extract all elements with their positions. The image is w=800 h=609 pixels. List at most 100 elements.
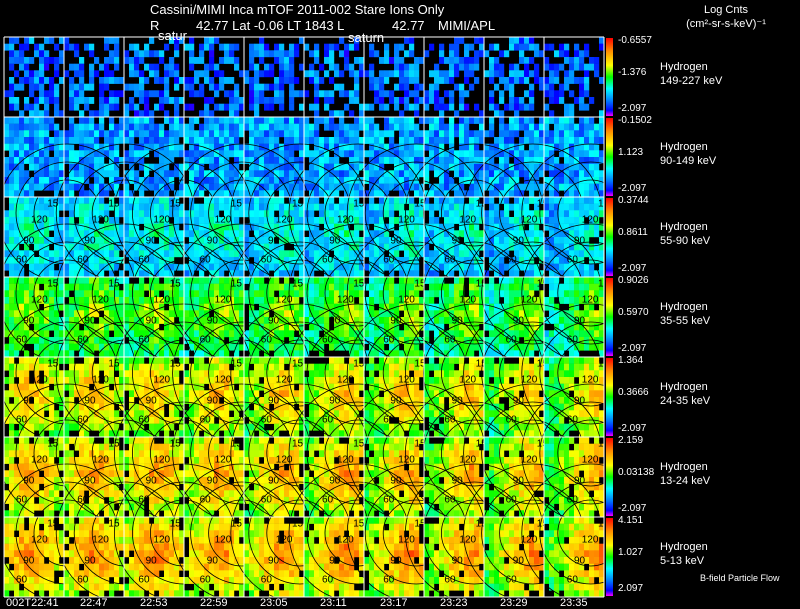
heat-cell: [9, 150, 15, 158]
heat-cell: [454, 263, 460, 271]
heat-cell: [339, 70, 345, 78]
heat-cell: [289, 323, 295, 331]
heat-cell: [289, 337, 295, 344]
heat-cell: [29, 190, 35, 198]
heat-cell: [109, 297, 115, 304]
heat-cell: [69, 197, 75, 204]
heat-cell: [559, 263, 565, 271]
heat-cell: [104, 223, 110, 231]
heat-cell: [559, 330, 565, 338]
heat-cell: [489, 330, 495, 338]
heat-cell: [254, 350, 260, 358]
heat-cell: [564, 223, 570, 231]
heat-cell: [414, 297, 420, 304]
heat-cell: [84, 197, 90, 204]
heat-cell: [484, 317, 490, 324]
heat-cell: [414, 310, 420, 318]
heat-cell: [89, 250, 95, 258]
heat-cell: [9, 77, 15, 84]
heat-cell: [34, 157, 40, 164]
heat-cell: [499, 130, 505, 138]
heat-cell: [479, 157, 485, 164]
heat-cell: [504, 297, 510, 304]
heat-cell: [124, 350, 130, 358]
heat-cell: [399, 197, 405, 204]
heat-cell: [504, 223, 510, 231]
heat-cell: [244, 70, 250, 78]
heat-cell: [64, 183, 70, 191]
heat-cell: [109, 350, 115, 358]
heat-cell: [499, 230, 505, 238]
heat-cell: [284, 210, 290, 218]
heat-cell: [169, 230, 175, 238]
heat-cell: [169, 170, 175, 178]
heat-cell: [104, 103, 110, 111]
heat-cell: [574, 43, 580, 51]
heat-cell: [469, 137, 475, 144]
heat-cell: [539, 190, 545, 198]
heat-cell: [599, 350, 605, 358]
contour-label: 90: [513, 235, 525, 246]
heat-cell: [299, 163, 305, 171]
heat-cell: [474, 343, 480, 351]
heat-cell: [159, 123, 165, 131]
heat-cell: [434, 277, 440, 284]
heat-cell: [339, 337, 345, 344]
heat-cell: [304, 123, 310, 131]
heat-cell: [359, 283, 365, 291]
heat-cell: [29, 357, 35, 364]
heat-cell: [4, 277, 10, 284]
heat-cell: [534, 63, 540, 71]
heat-cell: [154, 283, 160, 291]
heat-cell: [364, 203, 370, 211]
heat-cell: [534, 270, 540, 278]
heat-cell: [584, 270, 590, 278]
heat-cell: [264, 343, 270, 351]
heat-cell: [599, 237, 605, 244]
heat-cell: [99, 177, 105, 184]
heat-cell: [144, 150, 150, 158]
heat-cell: [154, 163, 160, 171]
heat-cell: [259, 137, 265, 144]
heat-cell: [259, 337, 265, 344]
heat-cell: [24, 57, 30, 64]
heat-cell: [234, 217, 240, 224]
heat-cell: [489, 77, 495, 84]
heat-cell: [394, 350, 400, 358]
heat-cell: [554, 323, 560, 331]
heat-cell: [49, 370, 55, 378]
heat-cell: [89, 190, 95, 198]
heat-cell: [419, 163, 425, 171]
heat-cell: [509, 83, 515, 91]
heat-cell: [364, 223, 370, 231]
heat-cell: [599, 263, 605, 271]
heat-cell: [414, 83, 420, 91]
heat-cell: [314, 117, 320, 124]
heat-cell: [524, 210, 530, 218]
heat-cell: [134, 70, 140, 78]
heat-cell: [394, 50, 400, 58]
heat-cell: [559, 170, 565, 178]
heat-cell: [384, 123, 390, 131]
heat-cell: [434, 97, 440, 104]
heat-cell: [424, 97, 430, 104]
heat-cell: [29, 363, 35, 371]
heat-cell: [394, 150, 400, 158]
heat-cell: [14, 223, 20, 231]
heat-cell: [489, 43, 495, 51]
heat-cell: [149, 263, 155, 271]
heat-cell: [199, 297, 205, 304]
heat-cell: [214, 283, 220, 291]
heat-cell: [169, 310, 175, 318]
heat-cell: [359, 137, 365, 144]
heat-cell: [589, 130, 595, 138]
heat-cell: [179, 143, 185, 151]
heat-cell: [514, 230, 520, 238]
heat-cell: [189, 170, 195, 178]
heat-cell: [9, 343, 15, 351]
heat-cell: [379, 277, 385, 284]
heat-cell: [529, 83, 535, 91]
heat-cell: [244, 297, 250, 304]
heat-cell: [559, 337, 565, 344]
heat-cell: [9, 237, 15, 244]
